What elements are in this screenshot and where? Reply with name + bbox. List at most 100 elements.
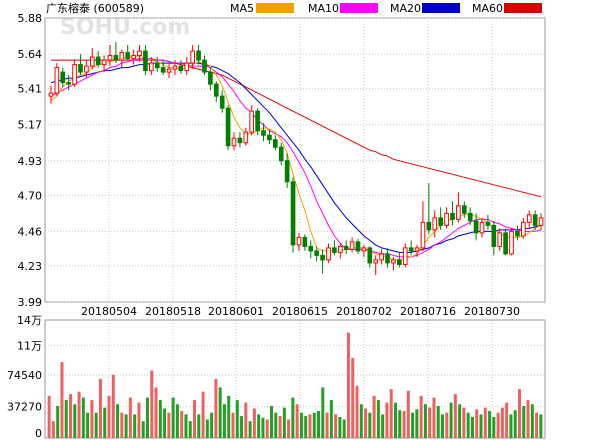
- candle: [355, 238, 361, 254]
- volume-bar: [222, 404, 226, 438]
- candle: [95, 51, 101, 68]
- volume-bar: [278, 416, 282, 438]
- volume-tick-label: 37270: [7, 401, 42, 414]
- candle-body: [154, 62, 160, 69]
- volume-bar: [393, 402, 397, 438]
- volume-bar: [325, 412, 329, 438]
- volume-bar: [381, 414, 385, 438]
- candle-body: [379, 253, 384, 261]
- candle-body: [456, 205, 461, 220]
- volume-bar: [107, 395, 111, 438]
- candle-body: [125, 52, 131, 60]
- price-tick-label: 5.17: [18, 119, 43, 132]
- volume-bar: [517, 389, 521, 438]
- candle-body: [467, 212, 473, 222]
- candle: [426, 183, 432, 235]
- volume-bar: [509, 414, 513, 438]
- volume-bar: [227, 395, 231, 438]
- candle-body: [231, 137, 237, 147]
- candle: [249, 105, 255, 136]
- candle: [84, 60, 89, 79]
- candle-body: [308, 245, 314, 252]
- volume-tick-label: 14万: [17, 314, 42, 327]
- candle-body: [237, 137, 243, 144]
- ma20-line: [50, 62, 542, 253]
- volume-bar: [423, 404, 427, 438]
- candle-body: [503, 232, 508, 255]
- candle-body: [337, 245, 343, 253]
- volume-bar: [295, 404, 299, 438]
- candle: [267, 129, 272, 145]
- volume-bar: [90, 400, 94, 438]
- volume-bar: [141, 421, 145, 438]
- candle-body: [219, 95, 225, 109]
- candle-body: [361, 247, 367, 252]
- date-axis: 20180504 20180518 20180601 20180615 20180702…: [81, 305, 520, 318]
- candle: [255, 108, 260, 136]
- candle-body: [284, 160, 290, 183]
- candle: [450, 201, 455, 226]
- candle-body: [391, 259, 396, 264]
- candle: [467, 207, 473, 226]
- price-tick-label: 4.70: [18, 189, 43, 202]
- candle: [526, 210, 532, 229]
- candle: [208, 67, 213, 91]
- candle: [202, 55, 207, 76]
- candle: [491, 220, 497, 256]
- moving-average-lines: [50, 55, 542, 261]
- date-tick-label: 20180716: [400, 305, 456, 318]
- volume-tick-label: 74540: [7, 369, 42, 382]
- volume-bar: [64, 400, 68, 438]
- candle: [196, 45, 201, 65]
- volume-bar: [51, 421, 55, 438]
- candle-body: [397, 259, 402, 265]
- candle: [444, 207, 449, 229]
- volume-bar: [428, 407, 432, 438]
- volume-bar: [406, 390, 410, 438]
- volume-bar: [411, 412, 415, 438]
- volume-bar: [201, 391, 205, 438]
- volume-bar: [432, 397, 436, 438]
- legend-label-ma60: MA60: [472, 2, 503, 15]
- candle: [231, 132, 237, 151]
- volume-bar: [389, 389, 393, 438]
- price-tick-label: 4.46: [18, 225, 43, 238]
- candle-body: [249, 110, 255, 133]
- volume-bar: [265, 419, 269, 438]
- candle-body: [101, 59, 107, 66]
- volume-bar: [214, 379, 218, 438]
- candle: [397, 252, 402, 268]
- volume-bar: [453, 394, 457, 438]
- candle: [402, 243, 408, 268]
- legend-swatch-ma10: [340, 3, 378, 13]
- volume-bar: [98, 379, 102, 438]
- candle: [461, 201, 467, 218]
- volume-bar: [449, 402, 453, 438]
- candle: [101, 55, 107, 73]
- volume-bar: [287, 419, 291, 438]
- volume-bar: [470, 416, 474, 438]
- candle-body: [320, 254, 325, 261]
- candle-body: [290, 181, 296, 246]
- candle-body: [538, 217, 544, 226]
- candle-body: [314, 250, 319, 256]
- candle: [532, 210, 538, 230]
- candle: [154, 57, 160, 73]
- candle-body: [296, 236, 302, 246]
- volume-bar: [167, 412, 171, 438]
- volume-bar: [415, 409, 419, 438]
- volume-bar: [321, 387, 325, 438]
- volume-bar: [60, 362, 64, 438]
- ma60-line: [51, 59, 542, 198]
- volume-bar: [535, 412, 539, 438]
- candle-body: [131, 55, 136, 60]
- candle-body: [479, 221, 485, 234]
- volume-bar: [483, 407, 487, 438]
- volume-bar: [197, 414, 201, 438]
- candle: [456, 192, 461, 223]
- candle: [89, 48, 95, 70]
- volume-bar: [218, 387, 222, 438]
- candle: [503, 228, 508, 256]
- volume-bar: [188, 421, 192, 438]
- candle-body: [78, 64, 83, 73]
